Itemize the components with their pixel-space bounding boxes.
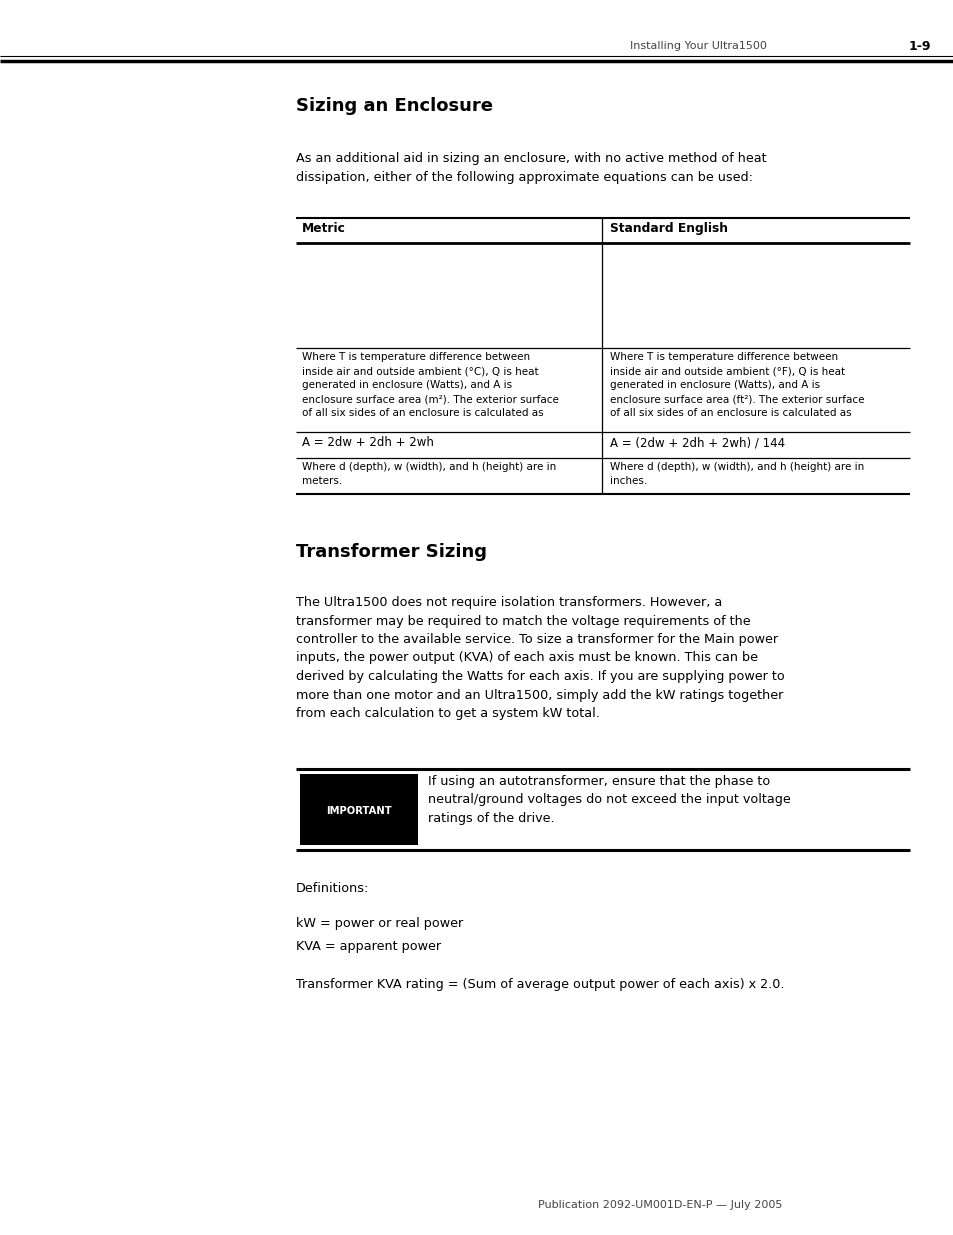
Text: kW = power or real power: kW = power or real power (295, 918, 463, 930)
Text: As an additional aid in sizing an enclosure, with no active method of heat
dissi: As an additional aid in sizing an enclos… (295, 152, 766, 184)
Text: IMPORTANT: IMPORTANT (326, 805, 392, 815)
Text: Transformer KVA rating = (Sum of average output power of each axis) x 2.0.: Transformer KVA rating = (Sum of average… (295, 978, 783, 990)
Text: Metric: Metric (302, 222, 346, 235)
Text: Publication 2092-UM001D-EN-P — July 2005: Publication 2092-UM001D-EN-P — July 2005 (537, 1200, 781, 1210)
Text: A = (2dw + 2dh + 2wh) / 144: A = (2dw + 2dh + 2wh) / 144 (609, 436, 784, 450)
Bar (299, 774, 417, 845)
Text: Where T is temperature difference between
inside air and outside ambient (°C), Q: Where T is temperature difference betwee… (302, 352, 558, 417)
Text: A = 2dw + 2dh + 2wh: A = 2dw + 2dh + 2wh (302, 436, 434, 450)
Text: Where d (depth), w (width), and h (height) are in
meters.: Where d (depth), w (width), and h (heigh… (302, 462, 556, 487)
Text: Where T is temperature difference between
inside air and outside ambient (°F), Q: Where T is temperature difference betwee… (609, 352, 863, 417)
Text: Sizing an Enclosure: Sizing an Enclosure (295, 98, 493, 115)
Text: If using an autotransformer, ensure that the phase to
neutral/ground voltages do: If using an autotransformer, ensure that… (428, 776, 790, 825)
Text: Standard English: Standard English (609, 222, 727, 235)
Text: Definitions:: Definitions: (295, 882, 369, 895)
Text: 1-9: 1-9 (908, 40, 930, 53)
Text: Transformer Sizing: Transformer Sizing (295, 543, 486, 561)
Text: KVA = apparent power: KVA = apparent power (295, 940, 440, 953)
Text: The Ultra1500 does not require isolation transformers. However, a
transformer ma: The Ultra1500 does not require isolation… (295, 597, 784, 720)
Text: Installing Your Ultra1500: Installing Your Ultra1500 (629, 41, 766, 51)
Text: Where d (depth), w (width), and h (height) are in
inches.: Where d (depth), w (width), and h (heigh… (609, 462, 863, 487)
